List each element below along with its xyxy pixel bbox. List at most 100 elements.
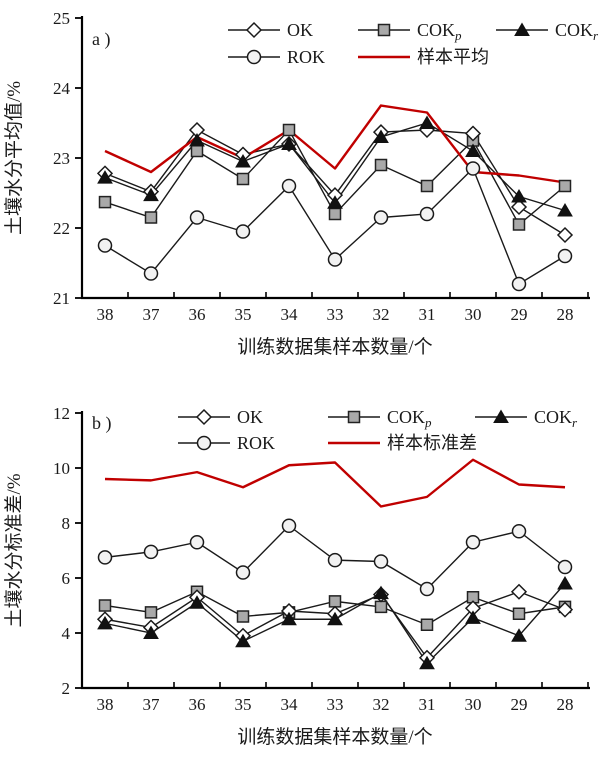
ROK-marker-circle — [465, 161, 481, 176]
legend-OK-marker-diamond — [195, 408, 213, 426]
series-COKr-markers — [97, 115, 573, 217]
COKr-marker-triangle — [465, 610, 481, 624]
ROK-marker-circle — [419, 206, 435, 222]
ROK-marker-circle — [189, 210, 205, 225]
OK-marker-diamond — [556, 601, 574, 618]
legend-COKp-marker-square — [347, 410, 361, 424]
COKr-marker-triangle — [373, 129, 389, 143]
legend-COKr-marker-triangle — [493, 409, 509, 423]
legend-label: COKp — [387, 407, 432, 430]
COKp-marker-square — [144, 606, 158, 619]
y-tick-label: 2 — [62, 679, 71, 698]
series-ROK-markers — [97, 518, 573, 597]
chart-panel-b: 2 4 6 8 10 12 38 37 36 35 34 33 32 31 30 29 28 训练数据集样本数量/… — [3, 404, 590, 748]
COKp-marker-square — [512, 218, 526, 231]
legend-label: 样本平均 — [417, 47, 489, 67]
COKr-marker-triangle — [557, 203, 573, 217]
x-tick-label: 32 — [373, 305, 390, 324]
y-tick-label: 23 — [53, 149, 70, 168]
y-tick-label: 8 — [62, 514, 71, 533]
ROK-marker-circle — [281, 518, 297, 533]
ROK-marker-circle — [465, 535, 481, 550]
COKr-marker-triangle — [557, 576, 573, 590]
x-tick-label: 37 — [143, 695, 161, 714]
legend-label: COKr — [534, 407, 578, 430]
x-tick-label: 30 — [465, 695, 482, 714]
COKr-marker-triangle — [511, 628, 527, 642]
x-tick-label: 33 — [327, 305, 344, 324]
y-tick-label: 24 — [53, 79, 71, 98]
legend-item-ROK: ROK — [178, 433, 275, 453]
ROK-marker-circle — [143, 266, 159, 281]
ROK-marker-circle — [235, 565, 251, 580]
y-tick-label: 22 — [53, 219, 70, 238]
COKp-marker-square — [282, 123, 296, 137]
OK-marker-diamond — [510, 583, 528, 600]
ROK-marker-circle — [327, 252, 343, 267]
x-tick-label: 36 — [189, 305, 206, 324]
COKp-marker-square — [190, 144, 204, 158]
COKr-marker-triangle — [143, 625, 159, 639]
x-tick-label: 37 — [143, 305, 161, 324]
legend-label: ROK — [237, 433, 275, 453]
legend-item-COKp: COKp — [358, 20, 462, 43]
legend-ROK-marker-circle — [196, 435, 212, 451]
COKp-marker-square — [374, 600, 388, 614]
y-tick-label: 12 — [53, 404, 70, 423]
legend-item-sample-mean: 样本平均 — [358, 47, 489, 67]
series-sample-std-line — [104, 458, 566, 508]
legend-item-OK: OK — [178, 407, 263, 427]
y-tick-label: 25 — [53, 9, 70, 28]
legend-COKr-marker-triangle — [514, 22, 530, 36]
COKp-marker-square — [98, 195, 112, 209]
y-tick-label: 6 — [62, 569, 71, 588]
x-tick-label: 33 — [327, 695, 344, 714]
x-tick-label: 35 — [235, 695, 252, 714]
COKr-marker-triangle — [281, 136, 297, 150]
chart-panel-a: 21 22 23 24 25 38 37 36 35 34 33 32 31 30 29 28 训练数据集样本数… — [3, 9, 599, 358]
x-tick-label: 32 — [373, 695, 390, 714]
legend-ROK-marker-circle — [246, 49, 262, 65]
COKp-marker-square — [236, 172, 250, 186]
x-tick-label: 35 — [235, 305, 252, 324]
ROK-marker-circle — [419, 581, 435, 597]
y-tick-label: 21 — [53, 289, 70, 308]
OK-marker-diamond — [464, 125, 482, 142]
legend-item-OK: OK — [228, 20, 313, 40]
polyline-sample-std — [104, 458, 566, 508]
COKr-marker-triangle — [235, 154, 251, 168]
COKr-marker-triangle — [235, 633, 251, 648]
COKr-marker-triangle — [281, 611, 297, 626]
x-tick-label: 31 — [419, 305, 436, 324]
legend-label: OK — [287, 20, 313, 40]
ROK-marker-circle — [235, 224, 251, 239]
COKr-marker-triangle — [327, 195, 343, 209]
ROK-marker-circle — [97, 550, 113, 565]
y-axis-title: 土壤水分平均值/% — [3, 81, 25, 235]
COKr-marker-triangle — [189, 595, 205, 609]
COKr-marker-triangle — [327, 611, 343, 626]
OK-marker-diamond — [556, 226, 574, 244]
x-tick-label: 38 — [97, 695, 114, 714]
COKr-marker-triangle — [419, 655, 435, 670]
x-axis-title: 训练数据集样本数量/个 — [237, 336, 432, 358]
COKp-marker-square — [144, 211, 158, 224]
ROK-marker-circle — [511, 276, 527, 292]
panel-label: b ) — [92, 413, 112, 434]
legend-COKp-marker-square — [377, 23, 391, 37]
COKr-marker-triangle — [189, 133, 205, 147]
panel-label: a ) — [92, 29, 110, 50]
legend-item-ROK: ROK — [228, 47, 325, 67]
ROK-marker-circle — [143, 544, 159, 560]
COKp-marker-square — [374, 158, 388, 172]
x-tick-label: 28 — [557, 695, 574, 714]
series-COKr-markers — [97, 576, 573, 670]
x-tick-label: 36 — [189, 695, 206, 714]
ROK-marker-circle — [373, 210, 389, 225]
y-axis-title: 土壤水分标准差/% — [3, 473, 25, 627]
polyline-sample-mean — [104, 104, 566, 184]
series-ROK-markers — [97, 161, 573, 292]
COKr-marker-triangle — [97, 615, 113, 630]
ROK-marker-circle — [557, 559, 573, 575]
